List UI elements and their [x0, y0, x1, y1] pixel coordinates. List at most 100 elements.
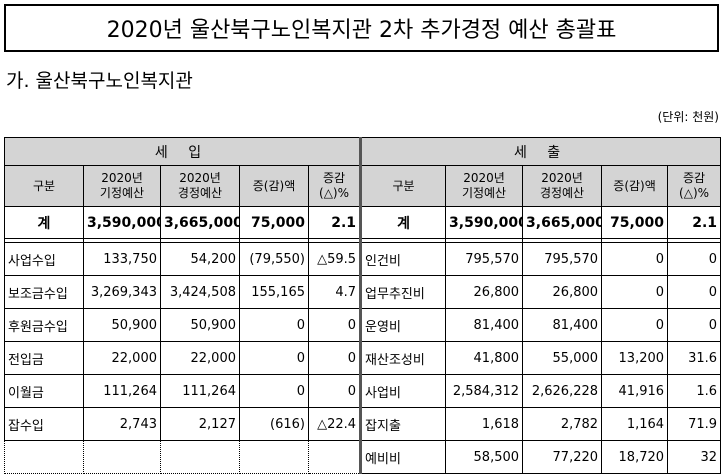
income-total-prev-budget: 3,590,000 — [83, 206, 161, 239]
expense-cell-revised-budget: 2,782 — [522, 407, 603, 441]
expense-cell-change-amount: 1,164 — [601, 407, 669, 441]
income-cell-prev-budget: 2,743 — [83, 407, 161, 441]
expense-cell-change-amount: 41,916 — [601, 374, 669, 408]
income-cell-change-amount: 0 — [239, 341, 309, 375]
expense-total-change-percent: 2.1 — [667, 206, 722, 239]
expense-cell-change-amount: 0 — [601, 308, 669, 342]
expense-cell-category: 업무추진비 — [359, 275, 447, 309]
expense-cell-change-percent: 71.9 — [667, 407, 722, 441]
income-cell-change-amount: 0 — [239, 308, 309, 342]
table-row: 후원금수입 50,900 50,900 0 0 운영비 81,400 81,400 0 0 — [4, 308, 722, 342]
income-cell-prev-budget: 133,750 — [83, 242, 161, 276]
income-cell-change-percent: △59.5 — [307, 242, 362, 276]
income-cell-revised-budget: 111,264 — [160, 374, 240, 408]
income-cell-revised-budget: 50,900 — [160, 308, 240, 342]
document-title-text: 2020년 울산북구노인복지관 2차 추가경정 예산 총괄표 — [106, 18, 617, 43]
income-cell-change-amount — [239, 440, 309, 474]
expense-header-revised-budget: 2020년 경정예산 — [522, 165, 603, 207]
income-cell-change-percent: 0 — [307, 308, 362, 342]
income-cell-category: 보조금수입 — [4, 275, 84, 309]
income-header-revised-budget: 2020년 경정예산 — [160, 165, 240, 207]
income-cell-change-percent — [307, 440, 362, 474]
expense-cell-revised-budget: 77,220 — [522, 440, 603, 474]
income-cell-change-amount: 155,165 — [239, 275, 309, 309]
expense-total-change-amount: 75,000 — [601, 206, 669, 239]
income-cell-category: 후원금수입 — [4, 308, 84, 342]
column-header-row: 구분 2020년 기정예산 2020년 경정예산 증(감)액 증감 (△)% 구분 2020년 기정… — [4, 165, 722, 207]
expense-cell-revised-budget: 26,800 — [522, 275, 603, 309]
income-total-change-percent: 2.1 — [307, 206, 362, 239]
expense-cell-prev-budget: 2,584,312 — [445, 374, 524, 408]
income-total-category: 계 — [4, 206, 84, 239]
table-row: 예비비 58,500 77,220 18,720 32 — [4, 440, 722, 474]
income-header-category: 구분 — [4, 165, 84, 207]
expense-cell-change-percent: 31.6 — [667, 341, 722, 375]
income-cell-category — [4, 440, 84, 474]
income-cell-prev-budget — [83, 440, 161, 474]
income-cell-change-amount: (79,550) — [239, 242, 309, 276]
expense-cell-category: 인건비 — [359, 242, 447, 276]
expense-cell-revised-budget: 55,000 — [522, 341, 603, 375]
income-cell-revised-budget: 54,200 — [160, 242, 240, 276]
table-row: 전입금 22,000 22,000 0 0 재산조성비 41,800 55,000 13,200… — [4, 341, 722, 375]
section-header-row: 세 입 세 출 — [3, 137, 722, 166]
unit-label: (단위: 천원) — [657, 110, 719, 124]
expense-cell-revised-budget: 2,626,228 — [522, 374, 603, 408]
table-row: 보조금수입 3,269,343 3,424,508 155,165 4.7 업무추진비 26… — [4, 275, 722, 309]
expense-header-change-percent: 증감 (△)% — [667, 165, 722, 207]
expense-cell-category: 재산조성비 — [359, 341, 447, 375]
expense-cell-prev-budget: 1,618 — [445, 407, 524, 441]
section-subtitle: 가. 울산북구노인복지관 — [6, 70, 193, 92]
expense-cell-prev-budget: 58,500 — [445, 440, 524, 474]
expense-cell-category: 예비비 — [359, 440, 447, 474]
income-cell-prev-budget: 3,269,343 — [83, 275, 161, 309]
expense-cell-change-percent: 0 — [667, 242, 722, 276]
income-cell-revised-budget — [160, 440, 240, 474]
document-title: 2020년 울산북구노인복지관 2차 추가경정 예산 총괄표 — [4, 4, 719, 52]
income-cell-prev-budget: 111,264 — [83, 374, 161, 408]
income-cell-change-percent: 0 — [307, 341, 362, 375]
expense-cell-revised-budget: 795,570 — [522, 242, 603, 276]
expense-cell-category: 운영비 — [359, 308, 447, 342]
income-cell-category: 잡수입 — [4, 407, 84, 441]
income-cell-change-percent: △22.4 — [307, 407, 362, 441]
expense-cell-change-amount: 0 — [601, 242, 669, 276]
expense-cell-change-percent: 1.6 — [667, 374, 722, 408]
income-header-change-amount: 증(감)액 — [239, 165, 309, 207]
income-cell-category: 사업수입 — [4, 242, 84, 276]
expense-header-change-amount: 증(감)액 — [601, 165, 669, 207]
income-cell-category: 전입금 — [4, 341, 84, 375]
expense-total-prev-budget: 3,590,000 — [445, 206, 524, 239]
expense-cell-change-amount: 13,200 — [601, 341, 669, 375]
expense-cell-revised-budget: 81,400 — [522, 308, 603, 342]
income-header-prev-budget: 2020년 기정예산 — [83, 165, 161, 207]
income-cell-change-percent: 0 — [307, 374, 362, 408]
income-cell-change-amount: (616) — [239, 407, 309, 441]
income-total-change-amount: 75,000 — [239, 206, 309, 239]
income-cell-change-amount: 0 — [239, 374, 309, 408]
income-cell-revised-budget: 22,000 — [160, 341, 240, 375]
income-cell-revised-budget: 2,127 — [160, 407, 240, 441]
income-cell-prev-budget: 22,000 — [83, 341, 161, 375]
income-cell-revised-budget: 3,424,508 — [160, 275, 240, 309]
expense-header-prev-budget: 2020년 기정예산 — [445, 165, 524, 207]
expense-section-header: 세 출 — [359, 137, 722, 166]
budget-table-body: 세 입 세 출 구분 2020년 기정예산 2020년 경정예산 증(감)액 증감 (△)% 구… — [3, 137, 722, 474]
expense-cell-change-percent: 0 — [667, 308, 722, 342]
expense-cell-prev-budget: 795,570 — [445, 242, 524, 276]
table-row: 잡수입 2,743 2,127 (616) △22.4 잡지출 1,618 2,782 1,16… — [4, 407, 722, 441]
expense-cell-change-percent: 32 — [667, 440, 722, 474]
income-header-change-percent: 증감 (△)% — [307, 165, 362, 207]
expense-cell-prev-budget: 26,800 — [445, 275, 524, 309]
expense-cell-category: 사업비 — [359, 374, 447, 408]
budget-summary-table: 세 입 세 출 구분 2020년 기정예산 2020년 경정예산 증(감)액 증감 (△)% 구… — [3, 137, 722, 474]
table-row: 이월금 111,264 111,264 0 0 사업비 2,584,312 2,626,228… — [4, 374, 722, 408]
expense-total-revised-budget: 3,665,000 — [522, 206, 603, 239]
expense-cell-change-percent: 0 — [667, 275, 722, 309]
table-row: 사업수입 133,750 54,200 (79,550) △59.5 인건비 795,570… — [4, 242, 722, 276]
expense-cell-change-amount: 0 — [601, 275, 669, 309]
income-total-revised-budget: 3,665,000 — [160, 206, 240, 239]
expense-cell-change-amount: 18,720 — [601, 440, 669, 474]
income-cell-category: 이월금 — [4, 374, 84, 408]
expense-cell-prev-budget: 81,400 — [445, 308, 524, 342]
